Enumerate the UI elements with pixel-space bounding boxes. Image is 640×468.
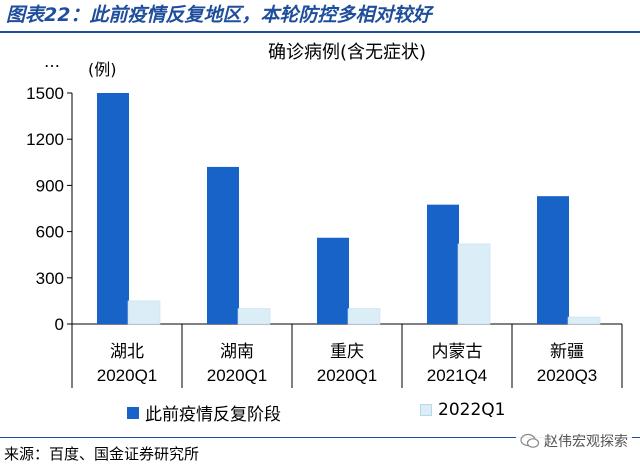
x-tick-label: 2020Q1 [207,366,268,385]
legend-label-series-1: 此前疫情反复阶段 [145,405,281,425]
bar-series-1 [317,237,349,324]
x-tick-label: 2020Q1 [97,366,158,385]
top-left-mark: … [44,52,61,71]
y-tick-label: 1500 [26,84,64,103]
source-note: 来源：百度、国金证券研究所 [4,445,200,463]
y-tick-label: 300 [36,269,64,288]
x-tick-label: 新疆 [550,342,584,361]
bar-series-1 [537,196,569,324]
x-tick-label: 2020Q1 [317,366,378,385]
bar-series-1 [427,204,459,324]
title-rule [0,31,640,33]
legend-swatch-series-1 [127,406,139,419]
source-rule [0,437,640,438]
legend-swatch-series-2 [420,404,432,416]
y-tick-label: 900 [36,176,64,195]
bar-series-1 [207,166,239,324]
bar-series-2 [347,308,381,325]
y-axis-label: (例) [88,60,117,79]
y-tick-label: 1200 [26,130,64,149]
bar-series-2 [127,300,161,325]
watermark: 赵伟宏观探索 [516,430,632,452]
x-tick-label: 湖南 [220,342,254,361]
x-tick-label: 重庆 [330,342,364,361]
y-tick-label: 0 [55,315,64,334]
x-tick-label: 2021Q4 [427,366,488,385]
figure-title: 图表22：此前疫情反复地区，本轮防控多相对较好 [6,4,432,26]
bar-series-1 [97,93,129,324]
wechat-icon [520,433,540,448]
legend-item-series-1: 此前疫情反复阶段 [127,400,281,425]
bar-series-2 [457,243,491,325]
watermark-text: 赵伟宏观探索 [544,434,628,450]
y-tick-label: 600 [36,223,64,242]
x-tick-label: 内蒙古 [432,342,483,361]
x-tick-label: 湖北 [110,342,144,361]
x-tick-label: 2020Q3 [537,366,598,385]
chart-title: 确诊病例(含无症状) [268,42,426,63]
bar-chart: 确诊病例(含无症状) (例) 0 300 600 900 1200 1500 湖北 2020Q1 湖… [26,42,623,388]
legend-label-series-2: 2022Q1 [438,400,506,420]
bar-series-2 [567,316,601,325]
legend-item-series-2: 2022Q1 [420,400,505,420]
bar-series-2 [237,308,271,325]
